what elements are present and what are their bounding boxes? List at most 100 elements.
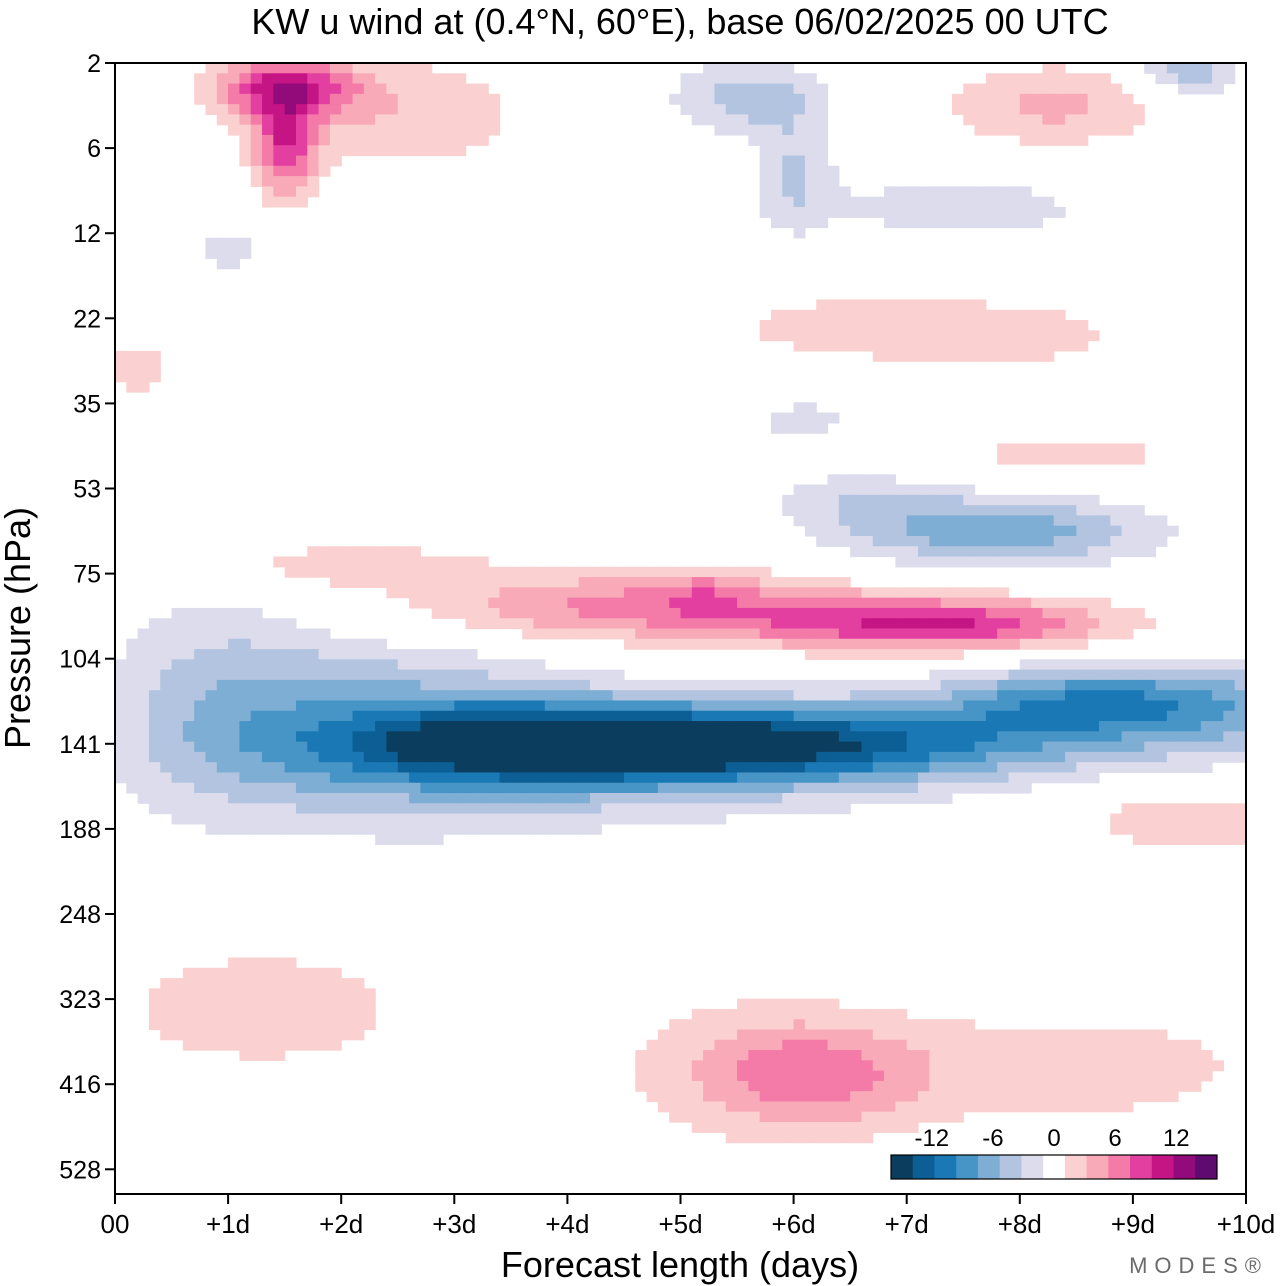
field-cell [148, 618, 161, 630]
field-cell [341, 638, 354, 650]
field-cell [363, 73, 376, 85]
field-cell [239, 607, 252, 619]
field-cell [476, 721, 489, 732]
field-cell [827, 1060, 840, 1072]
field-cell [522, 762, 535, 774]
field-cell [148, 700, 161, 712]
field-cell [680, 1050, 693, 1061]
field-cell [918, 217, 930, 229]
field-cell [748, 793, 761, 804]
field-cell [363, 793, 376, 804]
field-cell [284, 1029, 297, 1041]
field-cell [703, 772, 716, 784]
field-cell [748, 1132, 761, 1144]
field-cell [918, 556, 930, 568]
field-cell [804, 1008, 817, 1020]
field-cell [1042, 690, 1055, 702]
field-cell [680, 1029, 693, 1041]
field-cell [454, 813, 467, 825]
field-cell [442, 104, 455, 116]
field-cell [997, 710, 1010, 722]
field-cell [838, 731, 851, 743]
field-cell [737, 1039, 749, 1051]
field-cell [782, 628, 795, 640]
field-cell [1166, 751, 1179, 763]
field-cell [160, 741, 173, 753]
field-cell [1234, 731, 1247, 743]
field-cell [884, 474, 896, 486]
field-cell [115, 371, 127, 383]
field-cell [409, 669, 421, 681]
field-cell [284, 618, 297, 630]
field-cell [273, 649, 286, 660]
field-cell [601, 803, 614, 815]
field-cell [1132, 1080, 1145, 1092]
field-cell [239, 1050, 252, 1061]
field-cell [1178, 690, 1191, 702]
field-cell [126, 659, 139, 671]
field-cell [1008, 1050, 1021, 1061]
field-cell [1155, 659, 1168, 671]
field-cell [1019, 515, 1032, 527]
field-cell [1223, 659, 1236, 671]
field-cell [556, 587, 568, 599]
field-cell [307, 628, 320, 640]
field-cell [759, 566, 772, 578]
field-cell [1189, 823, 1202, 835]
field-cell [737, 124, 749, 136]
field-cell [1076, 546, 1089, 558]
field-cell [1087, 710, 1100, 722]
field-cell [409, 751, 421, 763]
field-cell [861, 1060, 874, 1072]
field-cell [295, 165, 308, 177]
field-cell [646, 597, 659, 609]
field-cell [963, 556, 976, 568]
field-cell [533, 803, 546, 815]
field-cell [1098, 1050, 1111, 1061]
field-cell [420, 793, 433, 804]
field-cell [454, 556, 467, 568]
field-cell [216, 1008, 229, 1020]
field-cell [951, 340, 964, 352]
field-cell [725, 114, 738, 126]
field-cell [273, 83, 286, 95]
field-cell [1098, 731, 1111, 743]
field-cell [1031, 73, 1044, 85]
field-cell [171, 988, 184, 1000]
field-cell [284, 978, 297, 989]
field-cell [228, 721, 241, 732]
field-cell [963, 546, 976, 558]
field-cell [442, 823, 455, 835]
field-cell [985, 669, 998, 681]
field-cell [544, 741, 557, 753]
field-cell [997, 443, 1010, 455]
field-cell [1065, 618, 1077, 630]
field-cell [1178, 73, 1191, 85]
field-cell [1212, 731, 1224, 743]
field-cell [284, 104, 297, 116]
field-cell [827, 577, 840, 588]
field-cell [906, 731, 919, 743]
field-cell [872, 793, 885, 804]
field-cell [963, 505, 976, 516]
field-cell [1076, 93, 1089, 105]
field-cell [951, 556, 964, 568]
field-cell [205, 679, 218, 691]
field-cell [612, 762, 625, 774]
field-cell [228, 1019, 241, 1031]
field-cell [906, 700, 919, 712]
field-cell [1053, 1050, 1066, 1061]
field-cell [906, 1060, 919, 1072]
field-cell [194, 1039, 207, 1051]
field-cell [228, 1029, 241, 1041]
field-cell [250, 176, 263, 187]
field-cell [816, 1050, 829, 1061]
field-cell [816, 638, 829, 650]
field-cell [770, 114, 783, 126]
field-cell [228, 237, 241, 249]
field-cell [1121, 1039, 1134, 1051]
field-cell [420, 93, 433, 105]
field-cell [793, 772, 806, 784]
field-cell [386, 114, 399, 126]
field-cell [1008, 1039, 1021, 1051]
